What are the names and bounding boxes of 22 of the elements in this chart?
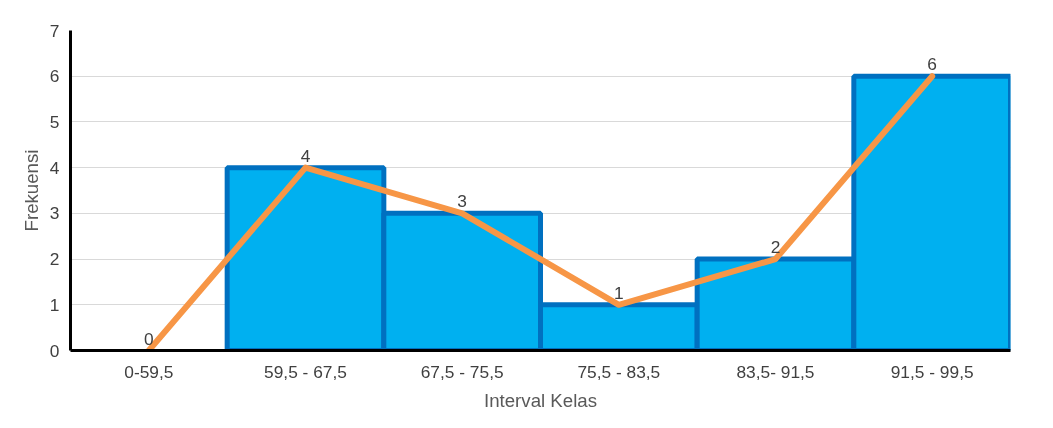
y-tick-label: 4 bbox=[49, 157, 60, 178]
y-tick-label: 0 bbox=[49, 340, 60, 361]
data-label: 1 bbox=[614, 282, 624, 303]
y-tick-label: 2 bbox=[49, 249, 60, 270]
data-label: 0 bbox=[144, 328, 154, 349]
y-tick-label: 3 bbox=[49, 203, 60, 224]
x-tick-label: 67,5 - 75,5 bbox=[420, 361, 504, 382]
data-label: 2 bbox=[770, 237, 781, 258]
x-tick-label: 91,5 - 99,5 bbox=[890, 361, 974, 382]
data-label: 6 bbox=[927, 54, 937, 75]
data-label: 3 bbox=[457, 191, 467, 212]
y-tick-label: 7 bbox=[49, 20, 60, 41]
data-label: 4 bbox=[300, 145, 311, 166]
y-axis-title: Frekuensi bbox=[20, 149, 42, 232]
x-tick-label: 59,5 - 67,5 bbox=[264, 361, 347, 382]
x-tick-label: 83,5- 91,5 bbox=[736, 361, 815, 382]
y-tick-label: 6 bbox=[49, 66, 60, 87]
x-axis-title: Interval Kelas bbox=[483, 389, 598, 411]
y-tick-label: 5 bbox=[49, 111, 60, 132]
x-tick-label: 0-59,5 bbox=[124, 361, 174, 382]
y-tick-label: 1 bbox=[49, 294, 60, 315]
x-tick-label: 75,5 - 83,5 bbox=[577, 361, 661, 382]
